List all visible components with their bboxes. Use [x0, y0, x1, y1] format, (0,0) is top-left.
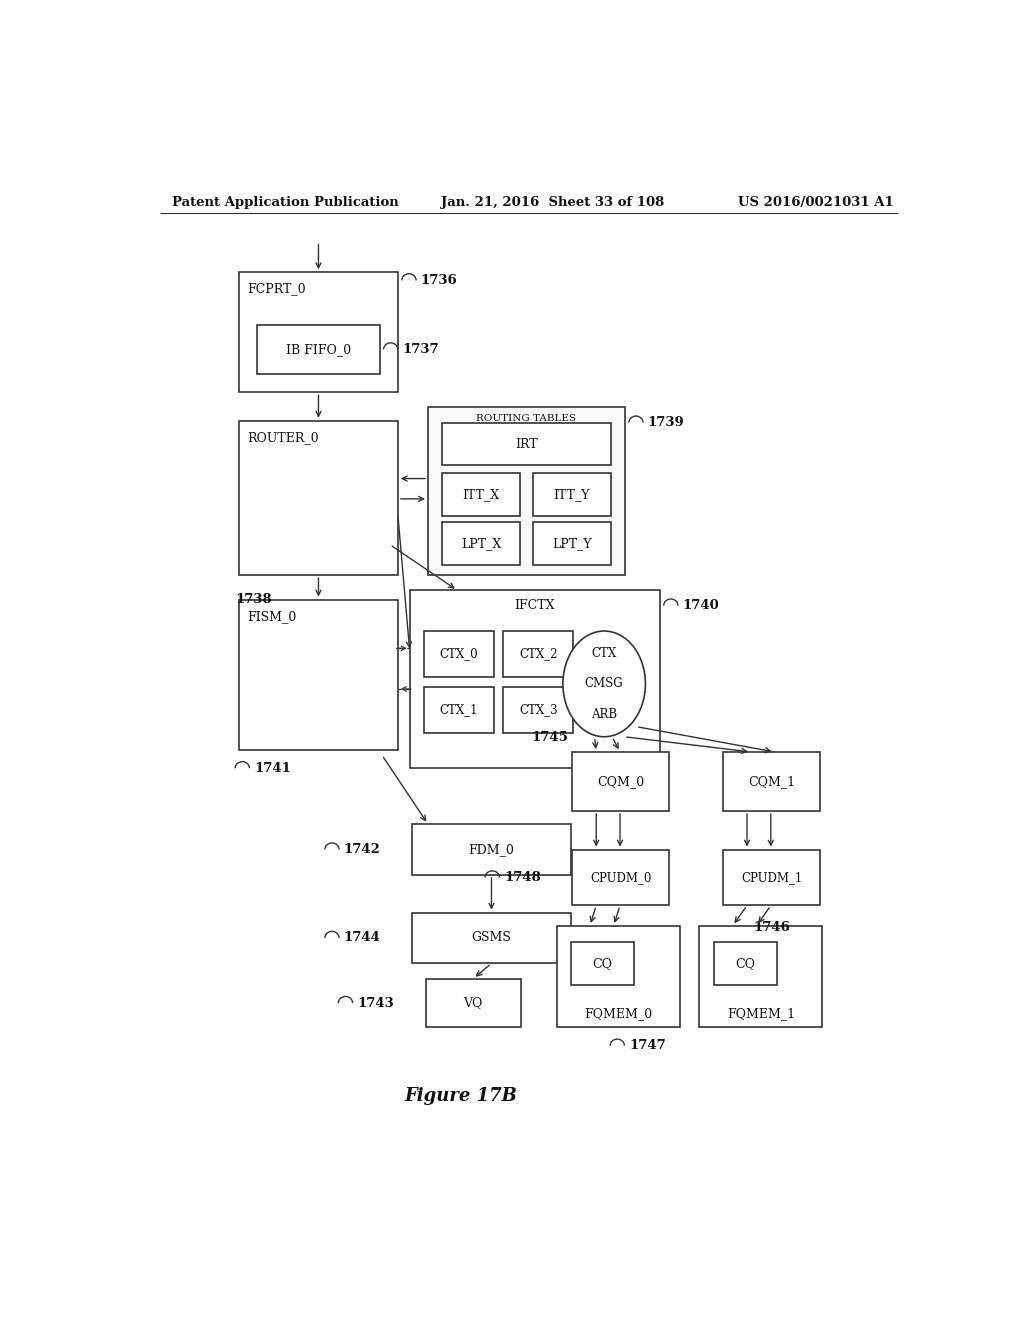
Bar: [572, 752, 670, 810]
Text: Patent Application Publication: Patent Application Publication: [172, 195, 398, 209]
Bar: [424, 631, 494, 677]
Text: CTX_0: CTX_0: [439, 647, 478, 660]
Text: CPUDM_1: CPUDM_1: [741, 871, 802, 884]
Bar: [257, 325, 380, 374]
Text: CQM_1: CQM_1: [749, 775, 796, 788]
Text: Figure 17B: Figure 17B: [404, 1086, 518, 1105]
Bar: [532, 474, 610, 516]
Text: CQ: CQ: [593, 957, 612, 970]
Text: CMSG: CMSG: [585, 677, 624, 690]
Text: LPT_X: LPT_X: [461, 537, 502, 550]
Bar: [240, 272, 398, 392]
Text: GSMS: GSMS: [471, 932, 511, 945]
Text: ITT_Y: ITT_Y: [553, 488, 590, 502]
Text: 1746: 1746: [754, 921, 791, 933]
Text: FQMEM_1: FQMEM_1: [727, 1007, 795, 1019]
Text: FQMEM_0: FQMEM_0: [584, 1007, 652, 1019]
Text: IFCTX: IFCTX: [514, 598, 555, 611]
Text: ITT_X: ITT_X: [463, 488, 500, 502]
Bar: [240, 421, 398, 576]
Text: Jan. 21, 2016  Sheet 33 of 108: Jan. 21, 2016 Sheet 33 of 108: [441, 195, 665, 209]
Text: ROUTER_0: ROUTER_0: [247, 430, 318, 444]
Text: 1738: 1738: [236, 594, 271, 606]
Text: 1741: 1741: [254, 762, 291, 775]
Text: CPUDM_0: CPUDM_0: [590, 871, 651, 884]
Text: 1747: 1747: [629, 1039, 666, 1052]
Bar: [504, 686, 573, 733]
Text: FCPRT_0: FCPRT_0: [247, 282, 306, 296]
Text: FISM_0: FISM_0: [247, 610, 296, 623]
Text: IB FIFO_0: IB FIFO_0: [286, 343, 350, 356]
Text: 1744: 1744: [344, 932, 381, 945]
Bar: [426, 978, 521, 1027]
Bar: [699, 925, 822, 1027]
Text: ARB: ARB: [591, 708, 617, 721]
Text: CTX_2: CTX_2: [519, 647, 557, 660]
Bar: [570, 942, 634, 985]
Text: ROUTING TABLES: ROUTING TABLES: [476, 413, 577, 422]
Bar: [410, 590, 659, 768]
Bar: [572, 850, 670, 906]
Text: 1743: 1743: [357, 997, 394, 1010]
Bar: [428, 408, 625, 576]
Text: 1748: 1748: [504, 871, 541, 884]
Bar: [723, 850, 820, 906]
Text: 1737: 1737: [402, 343, 439, 356]
Bar: [723, 752, 820, 810]
Text: 1742: 1742: [344, 843, 381, 857]
Text: CTX_3: CTX_3: [519, 704, 558, 717]
Bar: [504, 631, 573, 677]
Text: 1740: 1740: [683, 599, 720, 612]
Bar: [424, 686, 494, 733]
Text: LPT_Y: LPT_Y: [552, 537, 592, 550]
Text: CQ: CQ: [735, 957, 756, 970]
Bar: [442, 523, 520, 565]
Text: CTX_1: CTX_1: [439, 704, 478, 717]
Circle shape: [563, 631, 645, 737]
Bar: [714, 942, 777, 985]
Bar: [412, 912, 570, 964]
Bar: [240, 599, 398, 750]
Text: 1736: 1736: [421, 273, 458, 286]
Bar: [532, 523, 610, 565]
Text: FDM_0: FDM_0: [469, 843, 514, 857]
Text: US 2016/0021031 A1: US 2016/0021031 A1: [738, 195, 894, 209]
Text: VQ: VQ: [464, 997, 483, 1010]
Text: IRT: IRT: [515, 437, 538, 450]
Bar: [557, 925, 680, 1027]
Text: 1739: 1739: [648, 416, 685, 429]
Text: 1745: 1745: [531, 731, 568, 744]
Text: CQM_0: CQM_0: [597, 775, 644, 788]
Bar: [442, 422, 610, 466]
Bar: [442, 474, 520, 516]
Text: CTX: CTX: [592, 647, 616, 660]
Bar: [412, 824, 570, 875]
